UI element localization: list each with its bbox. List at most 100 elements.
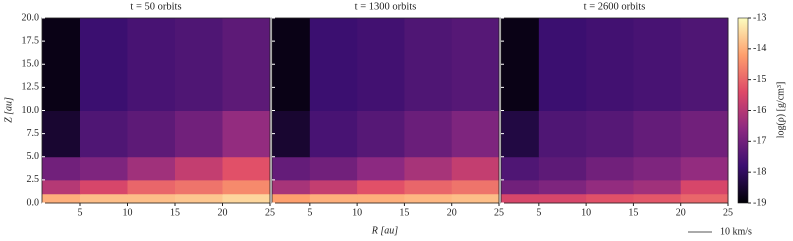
x-tick-label: 5 — [536, 207, 541, 218]
density-cell — [404, 156, 453, 181]
colorbar-tick-label: -13 — [753, 12, 766, 23]
density-cell — [175, 193, 223, 204]
density-cell — [633, 110, 682, 158]
colorbar-tick-label: -18 — [753, 166, 766, 177]
density-cell — [309, 18, 358, 111]
density-cell — [175, 156, 223, 181]
density-cell — [586, 156, 634, 181]
density-cell — [272, 110, 311, 158]
density-cell — [501, 193, 540, 204]
density-cell — [451, 193, 500, 204]
colorbar-label: log(ρ) [g/cm³] — [775, 82, 786, 139]
density-cell — [538, 179, 587, 195]
key-label: 10 km/s — [720, 226, 752, 237]
density-cell — [309, 110, 358, 158]
colorbar-tick-label: -16 — [753, 105, 766, 116]
density-cell — [538, 156, 587, 181]
density-cell — [127, 18, 176, 111]
x-tick-label: 15 — [170, 207, 180, 218]
density-cell — [586, 193, 634, 204]
x-tick-label: 25 — [494, 207, 504, 218]
density-cell — [80, 193, 128, 204]
colorbar-tick-label: -15 — [753, 74, 766, 85]
density-cell — [633, 156, 682, 181]
density-cell — [175, 110, 223, 158]
y-tick-label: 15.0 — [22, 59, 40, 70]
density-cell — [42, 18, 81, 111]
density-cell — [309, 193, 358, 204]
density-cell — [222, 18, 271, 111]
density-cell — [586, 110, 634, 158]
density-cell — [404, 18, 453, 111]
y-tick-label: 2.5 — [27, 174, 40, 185]
y-tick-label: 20.0 — [22, 12, 40, 23]
x-tick-label: 25 — [265, 207, 275, 218]
density-cell — [680, 156, 729, 181]
density-cell — [80, 110, 128, 158]
y-tick-label: 10.0 — [22, 105, 40, 116]
density-cell — [451, 110, 500, 158]
density-cell — [357, 156, 405, 181]
density-cell — [272, 18, 311, 111]
density-cell — [42, 179, 81, 195]
density-cell — [357, 18, 405, 111]
density-cell — [451, 18, 500, 111]
density-cell — [404, 179, 453, 195]
density-cell — [680, 18, 729, 111]
density-cell — [127, 193, 176, 204]
y-axis-label: Z [au] — [3, 97, 14, 123]
density-cell — [586, 18, 634, 111]
density-cell — [586, 179, 634, 195]
x-tick-label: 15 — [628, 207, 638, 218]
x-tick-label: 5 — [78, 207, 83, 218]
y-tick-label: 5.0 — [27, 151, 40, 162]
density-cell — [222, 179, 271, 195]
density-cell — [222, 156, 271, 181]
density-cell — [127, 110, 176, 158]
density-cell — [633, 179, 682, 195]
density-cell — [357, 110, 405, 158]
density-cell — [538, 110, 587, 158]
density-cell — [42, 156, 81, 181]
x-tick-label: 5 — [307, 207, 312, 218]
colorbar-tick-label: -17 — [753, 136, 766, 147]
density-cell — [222, 110, 271, 158]
density-cell — [680, 179, 729, 195]
density-cell — [127, 156, 176, 181]
density-cell — [175, 18, 223, 111]
density-cell — [357, 193, 405, 204]
x-tick-label: 15 — [399, 207, 409, 218]
density-cell — [501, 18, 540, 111]
density-cell — [501, 179, 540, 195]
x-tick-label: 10 — [123, 207, 133, 218]
density-cell — [501, 156, 540, 181]
density-cell — [309, 156, 358, 181]
colorbar — [737, 17, 749, 204]
x-tick-label: 10 — [581, 207, 591, 218]
density-cell — [42, 193, 81, 204]
density-cell — [80, 179, 128, 195]
density-cell — [175, 179, 223, 195]
density-cell — [42, 110, 81, 158]
density-cell — [309, 179, 358, 195]
panel-title: t = 1300 orbits — [355, 1, 417, 12]
density-cell — [404, 193, 453, 204]
density-cell — [272, 179, 311, 195]
density-cell — [272, 156, 311, 181]
x-tick-label: 20 — [447, 207, 457, 218]
density-cell — [451, 179, 500, 195]
density-cell — [80, 18, 128, 111]
density-cell — [451, 156, 500, 181]
density-cell — [357, 179, 405, 195]
x-tick-label: 20 — [218, 207, 228, 218]
y-tick-label: 0.0 — [27, 197, 40, 208]
density-cell — [538, 18, 587, 111]
panel-title: t = 2600 orbits — [584, 1, 646, 12]
density-cell — [127, 179, 176, 195]
density-cell — [272, 193, 311, 204]
density-cell — [633, 18, 682, 111]
density-cell — [633, 193, 682, 204]
y-tick-label: 7.5 — [27, 128, 40, 139]
colorbar-tick-label: -14 — [753, 43, 766, 54]
panel-title: t = 50 orbits — [130, 1, 181, 12]
